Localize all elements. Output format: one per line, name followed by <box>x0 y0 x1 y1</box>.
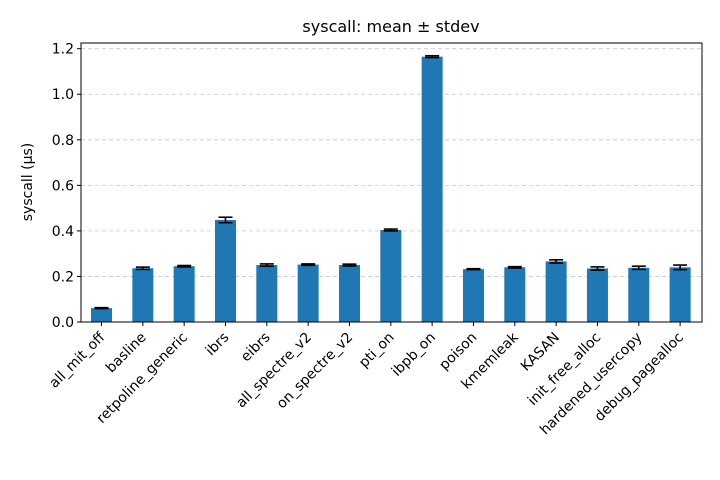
bar <box>91 308 112 322</box>
bar <box>173 266 195 322</box>
bars <box>91 56 691 322</box>
x-tick-label: all_spectre_v2 <box>233 330 315 412</box>
bar <box>421 56 443 322</box>
error-bar <box>383 228 398 232</box>
y-tick-label: 1.2 <box>52 42 74 58</box>
y-tick-label: 0.4 <box>52 224 74 240</box>
error-bar <box>549 259 564 264</box>
bar <box>628 267 650 322</box>
bar <box>338 265 360 322</box>
error-bar <box>259 263 274 268</box>
x-tick-label: ibpb_on <box>389 330 439 380</box>
error-bar <box>507 265 522 269</box>
error-bar <box>135 266 150 271</box>
y-axis: 0.0 0.2 0.4 0.6 0.8 1.0 1.2 <box>52 42 81 331</box>
bar <box>132 268 154 322</box>
error-bar <box>94 306 109 310</box>
bar <box>214 219 236 322</box>
plot-frame <box>80 42 703 323</box>
x-tick-label: on_spectre_v2 <box>274 330 357 413</box>
x-tick-label: ibrs <box>203 330 233 360</box>
bar <box>586 268 608 322</box>
error-bar <box>466 267 481 271</box>
y-tick-label: 0.6 <box>52 178 74 194</box>
bar <box>380 229 402 322</box>
x-tick-label: all_mit_off <box>46 329 108 391</box>
error-bar <box>425 54 440 59</box>
error-bars <box>94 54 688 310</box>
error-bar <box>631 265 646 271</box>
error-bar <box>342 263 357 267</box>
bar <box>256 265 278 322</box>
error-bar <box>218 216 233 224</box>
bar <box>545 261 567 322</box>
y-axis-label: syscall (µs) <box>20 143 36 222</box>
error-bar <box>301 263 316 267</box>
bar <box>462 269 484 322</box>
bar <box>504 267 526 322</box>
error-bar <box>177 264 192 268</box>
chart-title: syscall: mean ± stdev <box>302 17 479 36</box>
error-bar <box>590 266 605 271</box>
y-tick-label: 0.2 <box>52 269 74 285</box>
x-tick-label: eibrs <box>238 330 274 366</box>
y-tick-label: 0.0 <box>52 315 74 331</box>
y-tick-label: 0.8 <box>52 133 74 149</box>
bar <box>669 267 691 322</box>
error-bar <box>673 264 688 271</box>
x-tick-label: init_free_alloc <box>525 330 604 409</box>
bar <box>297 264 319 322</box>
y-tick-label: 1.0 <box>52 87 74 103</box>
